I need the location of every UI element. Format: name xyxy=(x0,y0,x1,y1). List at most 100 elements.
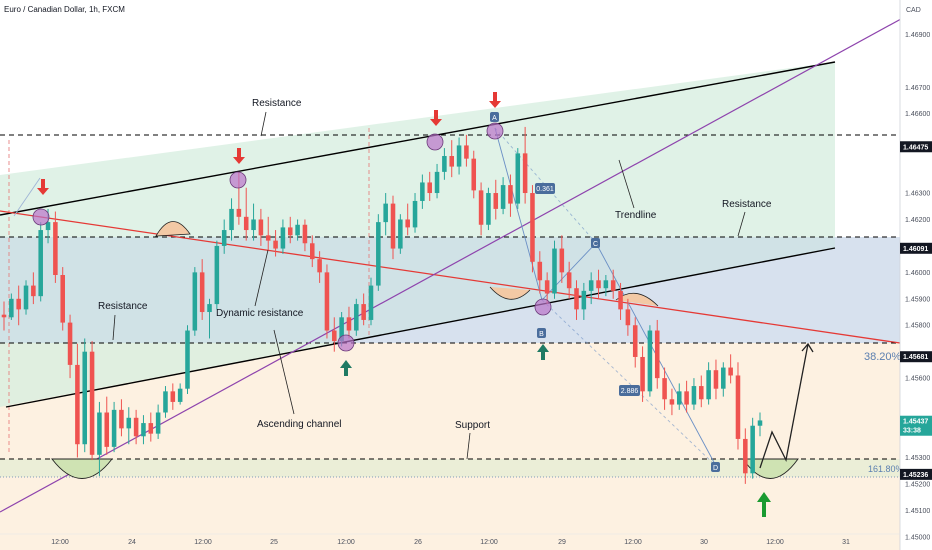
candle xyxy=(229,198,234,241)
candle-body xyxy=(486,193,491,225)
candle-body xyxy=(185,330,190,389)
price-label xyxy=(900,415,932,436)
candle-body xyxy=(581,290,587,310)
candle-body xyxy=(104,412,110,447)
candle-body xyxy=(647,330,653,392)
candle xyxy=(442,148,447,180)
candle-body xyxy=(383,203,388,223)
price-label-value: 1.46475 xyxy=(903,144,928,151)
candle xyxy=(625,298,631,336)
price-axis[interactable]: CAD 1.46900 1.46700 1.46600 1.46300 1.46200 1… xyxy=(899,0,932,550)
candle-body xyxy=(243,216,249,231)
candle xyxy=(126,407,132,445)
price-label-value: 1.46091 xyxy=(903,246,928,253)
candle-body xyxy=(9,298,14,318)
candle-body xyxy=(60,275,65,323)
candlestick-series[interactable] xyxy=(1,126,763,484)
candle xyxy=(23,280,29,315)
candle-body xyxy=(1,314,7,318)
candle-body xyxy=(544,280,550,294)
candle-body xyxy=(603,280,609,289)
candle-body xyxy=(610,280,616,291)
up-arrow-icon xyxy=(757,492,771,517)
up-arrow-icon xyxy=(537,344,549,360)
candle-body xyxy=(699,386,704,400)
candle-body xyxy=(324,272,330,331)
candle xyxy=(89,341,95,461)
candle-body xyxy=(141,423,146,437)
price-label xyxy=(900,242,932,254)
price-label xyxy=(900,351,932,363)
time-tick-label: 29 xyxy=(558,539,566,546)
candle-body xyxy=(236,208,242,217)
chart-title: Euro / Canadian Dollar, 1h, FXCM xyxy=(4,5,125,14)
candle xyxy=(750,417,755,479)
price-label-countdown: 33:38 xyxy=(903,428,921,435)
projection-path xyxy=(759,343,809,469)
candle-body xyxy=(280,227,286,249)
candle xyxy=(581,282,587,320)
candle-body xyxy=(89,351,95,455)
candle-body xyxy=(405,219,410,228)
candle-body xyxy=(743,438,748,474)
candle xyxy=(383,193,388,236)
candle xyxy=(420,174,425,209)
candle-body xyxy=(420,182,425,201)
time-tick-label: 12:00 xyxy=(624,539,642,546)
svg-text:2.886: 2.886 xyxy=(621,388,639,395)
up-arrow-icon xyxy=(340,360,352,376)
candle-body xyxy=(427,182,432,194)
dynamic-resistance-line[interactable] xyxy=(0,210,901,344)
time-tick-label: 12:00 xyxy=(480,539,498,546)
candle xyxy=(16,285,21,326)
rising-trendline[interactable] xyxy=(0,1,932,513)
candle-body xyxy=(354,304,359,331)
candle-body xyxy=(53,222,58,275)
price-tick-label: 1.45000 xyxy=(905,534,930,541)
candle xyxy=(456,137,462,175)
time-tick-label: 30 xyxy=(700,539,708,546)
time-tick-label: 24 xyxy=(128,539,136,546)
candle-body xyxy=(273,240,278,249)
candle xyxy=(654,319,660,389)
svg-text:B: B xyxy=(539,331,544,338)
candle xyxy=(537,251,543,294)
price-tick-label: 1.45100 xyxy=(905,508,930,515)
candle xyxy=(177,383,183,405)
candle xyxy=(508,174,513,217)
candle xyxy=(530,185,535,273)
down-arrow-icon xyxy=(430,110,442,126)
candle-body xyxy=(192,272,198,331)
candle xyxy=(302,219,308,252)
price-label-value: 1.45236 xyxy=(903,472,928,479)
pattern-point-a: A xyxy=(490,112,499,122)
price-tick-label: 1.46600 xyxy=(905,111,930,118)
candle xyxy=(618,282,623,320)
annotation-pointers xyxy=(112,111,746,460)
candle-body xyxy=(471,158,477,191)
time-axis[interactable]: 12:00 24 12:00 25 12:00 26 12:00 29 12:00 30 12:00… xyxy=(0,533,900,546)
candle xyxy=(434,163,440,199)
candle-body xyxy=(361,304,366,320)
candle xyxy=(155,404,161,439)
channel-lower-line[interactable] xyxy=(5,247,836,408)
candle xyxy=(31,272,36,305)
candle-body xyxy=(16,298,21,310)
channel-upper-line[interactable] xyxy=(0,61,836,216)
price-tick-label: 1.46300 xyxy=(905,191,930,198)
candle xyxy=(390,195,396,260)
candle-body xyxy=(38,230,43,297)
time-tick-label: 12:00 xyxy=(766,539,784,546)
candle-body xyxy=(566,272,572,289)
candle-body xyxy=(163,391,168,413)
candle-body xyxy=(750,425,755,474)
candle xyxy=(258,208,264,246)
candle-body xyxy=(302,224,308,244)
candle xyxy=(522,126,528,204)
candle-body xyxy=(309,243,315,260)
candle xyxy=(566,261,572,299)
candle xyxy=(376,214,381,291)
time-tick-label: 12:00 xyxy=(337,539,355,546)
candle-body xyxy=(640,356,645,392)
